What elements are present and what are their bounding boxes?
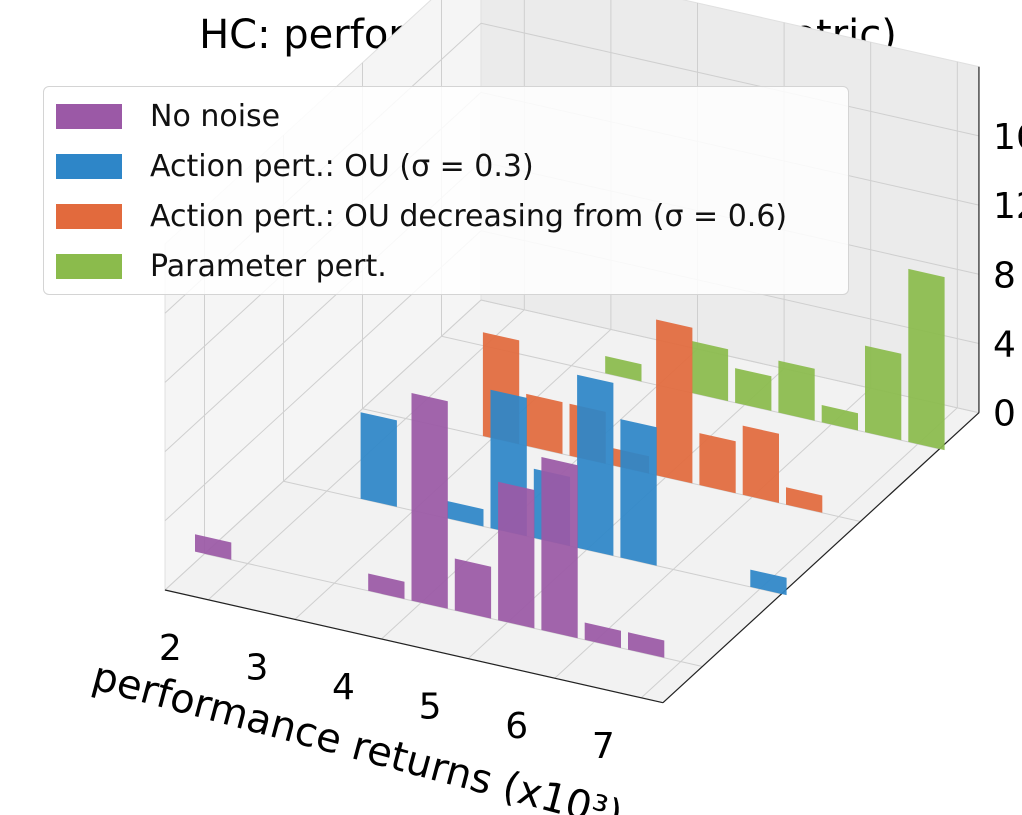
grid-line: [204, 553, 703, 667]
bar: [411, 393, 448, 609]
x-tick-label: 3: [245, 647, 268, 688]
bar: [735, 368, 772, 411]
x-tick-label: 5: [419, 687, 442, 728]
bar: [908, 268, 945, 451]
x-tick-label: 2: [159, 628, 182, 669]
x-tick-label: 7: [592, 726, 615, 767]
legend-item: No noise: [56, 91, 280, 141]
bar: [750, 569, 787, 596]
legend-label: No noise: [150, 98, 281, 134]
bar: [620, 419, 657, 566]
bar: [526, 393, 563, 454]
x-tick-label: 6: [505, 706, 528, 747]
grid-line: [480, 22, 980, 137]
bar: [691, 341, 729, 402]
bar: [778, 360, 815, 421]
bar: [360, 412, 397, 507]
legend-swatch: [56, 203, 122, 229]
bar: [368, 573, 405, 599]
bar: [699, 433, 736, 494]
legend-label: Parameter pert.: [150, 248, 387, 284]
bar: [786, 487, 823, 513]
legend-label: Action pert.: OU decreasing from (σ = 0.…: [150, 198, 788, 234]
bar: [498, 481, 535, 629]
legend-item: Action pert.: OU (σ = 0.3): [56, 141, 534, 191]
z-tick-label: 0: [993, 394, 1016, 435]
bar: [656, 319, 693, 484]
legend: No noise Action pert.: OU (σ = 0.3) Acti…: [43, 86, 849, 295]
legend-label: Action pert.: OU (σ = 0.3): [150, 148, 534, 184]
bar: [584, 622, 621, 648]
bar: [577, 374, 614, 556]
y-axis-line: [662, 412, 980, 704]
z-tick-label: 12: [993, 186, 1022, 227]
x-axis-line: [164, 589, 664, 704]
legend-swatch: [56, 153, 122, 179]
bar: [195, 534, 232, 560]
bar: [865, 345, 902, 441]
x-axis-ticks: 2 3 4 5 6 7: [159, 628, 615, 767]
bar: [742, 425, 779, 503]
bar: [447, 501, 484, 527]
bar: [628, 632, 665, 658]
x-axis-label: performance returns (x10³): [87, 653, 627, 815]
legend-swatch: [56, 103, 122, 129]
bars-group: [195, 268, 945, 658]
bar: [454, 558, 492, 619]
legend-swatch: [56, 253, 122, 279]
z-tick-label: 16: [993, 117, 1022, 158]
grid-line: [640, 407, 958, 699]
legend-item: Parameter pert.: [56, 241, 387, 291]
legend-item: Action pert.: OU decreasing from (σ = 0.…: [56, 191, 787, 241]
bar: [541, 457, 578, 639]
bar: [821, 405, 858, 431]
z-tick-label: 8: [993, 255, 1016, 296]
z-axis-ticks: 0 4 8 12 16: [993, 117, 1022, 435]
bar: [605, 356, 642, 382]
grid-line: [294, 329, 612, 620]
x-tick-label: 4: [332, 667, 355, 708]
z-tick-label: 4: [993, 325, 1016, 366]
